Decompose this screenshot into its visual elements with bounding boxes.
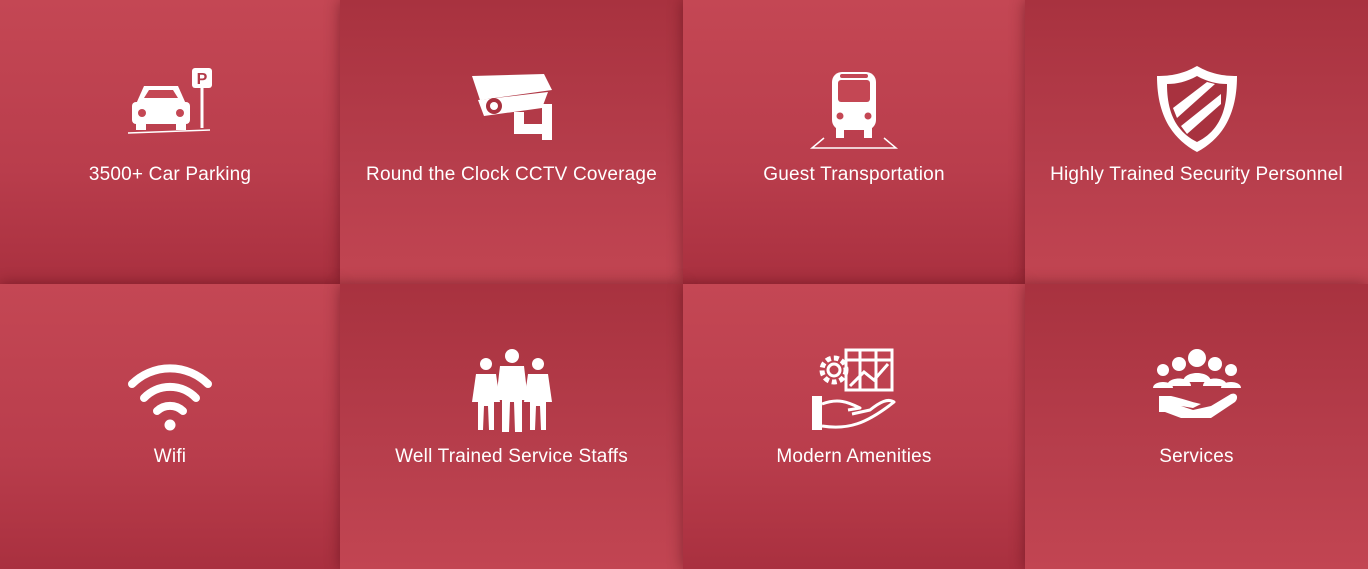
svg-text:P: P: [197, 71, 208, 88]
shield-icon: [1151, 64, 1243, 156]
services-people-hand-icon: [1151, 346, 1243, 438]
amenities-gear-hand-icon: [808, 346, 900, 438]
tile-label: Guest Transportation: [763, 164, 945, 185]
car-parking-icon: P: [124, 64, 216, 156]
tile-modern-amenities: Modern Amenities: [683, 284, 1025, 569]
tile-label: Round the Clock CCTV Coverage: [366, 164, 657, 185]
tile-services: Services: [1025, 284, 1368, 569]
wifi-icon: [124, 346, 216, 438]
staff-group-icon: [466, 346, 558, 438]
tile-service-staffs: Well Trained Service Staffs: [340, 284, 683, 569]
tile-car-parking: P 3500+ Car Parking: [0, 0, 340, 284]
bus-icon: [808, 64, 900, 156]
tile-wifi: Wifi: [0, 284, 340, 569]
tile-guest-transportation: Guest Transportation: [683, 0, 1025, 284]
tile-label: Services: [1159, 446, 1234, 467]
cctv-camera-icon: [466, 64, 558, 156]
tile-cctv: Round the Clock CCTV Coverage: [340, 0, 683, 284]
tile-label: Modern Amenities: [776, 446, 932, 467]
tile-security-personnel: Highly Trained Security Personnel: [1025, 0, 1368, 284]
tile-label: Well Trained Service Staffs: [395, 446, 628, 467]
tile-label: 3500+ Car Parking: [88, 164, 252, 185]
tile-label: Wifi: [153, 446, 187, 467]
tile-label: Highly Trained Security Personnel: [1050, 164, 1343, 185]
